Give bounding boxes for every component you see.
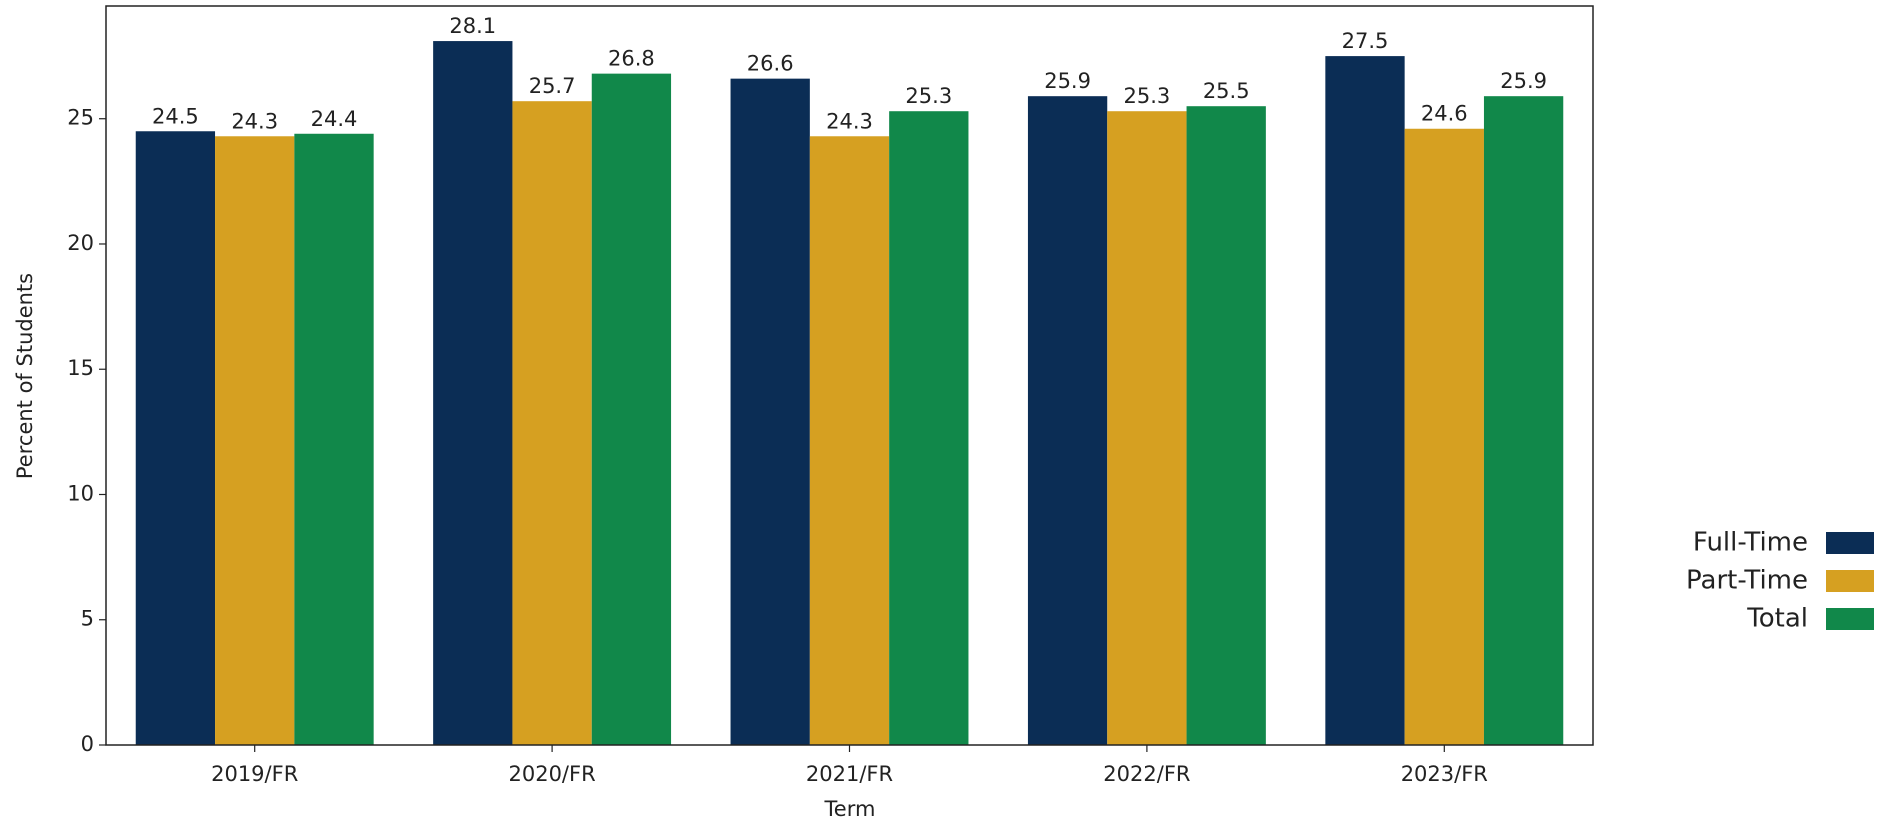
legend-swatch <box>1826 570 1874 592</box>
y-tick-label: 15 <box>67 356 94 380</box>
bar <box>1186 106 1266 746</box>
value-label: 25.7 <box>529 74 576 98</box>
y-tick-label: 5 <box>81 607 94 631</box>
value-label: 28.1 <box>449 14 496 38</box>
bar <box>294 133 374 745</box>
bar <box>730 78 810 745</box>
value-label: 24.5 <box>152 104 199 128</box>
legend-label: Full-Time <box>1693 528 1808 558</box>
value-label: 25.5 <box>1203 79 1250 103</box>
bar <box>135 131 216 745</box>
bar <box>1325 56 1405 746</box>
bar <box>215 136 295 745</box>
y-tick-label: 25 <box>67 106 94 130</box>
bar <box>433 41 513 746</box>
y-tick-label: 10 <box>67 481 94 505</box>
bar <box>1404 128 1484 745</box>
x-tick-label: 2021/FR <box>806 762 893 786</box>
legend-swatch <box>1826 608 1874 630</box>
bar <box>889 111 969 745</box>
x-axis-label: Term <box>824 797 876 821</box>
legend-label: Part-Time <box>1686 566 1808 596</box>
legend-label: Total <box>1746 604 1808 634</box>
value-label: 26.6 <box>747 52 794 76</box>
plot-frame <box>105 5 1594 746</box>
value-label: 25.3 <box>1124 84 1171 108</box>
value-label: 24.3 <box>231 109 278 133</box>
value-label: 26.8 <box>608 47 655 71</box>
y-axis-label: Percent of Students <box>13 273 37 479</box>
y-tick-label: 0 <box>81 732 94 756</box>
value-label: 24.6 <box>1421 102 1468 126</box>
value-label: 24.4 <box>311 107 358 131</box>
legend-swatch <box>1826 532 1874 554</box>
bar <box>1027 96 1108 746</box>
x-tick-label: 2023/FR <box>1401 762 1488 786</box>
bar <box>1483 96 1564 746</box>
x-tick-label: 2022/FR <box>1103 762 1190 786</box>
value-label: 24.3 <box>826 109 873 133</box>
x-tick-label: 2019/FR <box>211 762 298 786</box>
x-tick-label: 2020/FR <box>508 762 595 786</box>
bar <box>591 73 672 746</box>
bar <box>1107 111 1187 745</box>
value-label: 25.9 <box>1500 69 1547 93</box>
value-label: 25.9 <box>1044 69 1091 93</box>
y-tick-label: 20 <box>67 231 94 255</box>
value-label: 27.5 <box>1342 29 1389 53</box>
bar <box>809 136 890 745</box>
bar <box>512 101 592 745</box>
value-label: 25.3 <box>905 84 952 108</box>
